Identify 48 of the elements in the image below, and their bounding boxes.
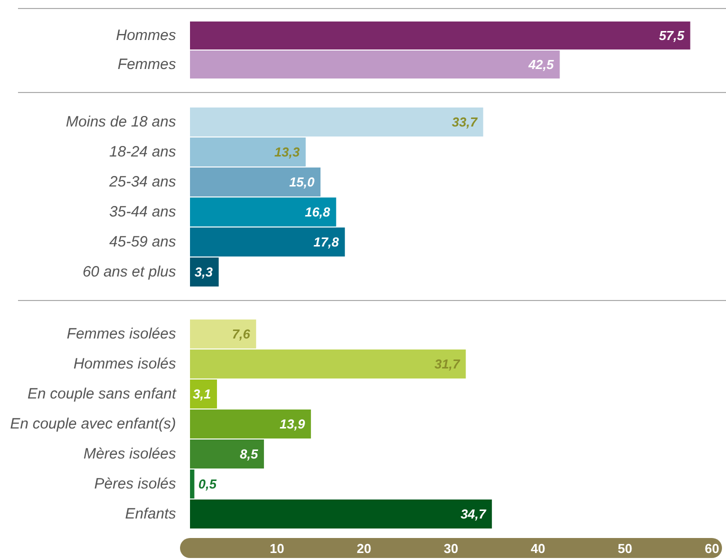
- bar: [190, 440, 264, 468]
- x-tick-label: 60: [704, 541, 720, 556]
- x-tick-label: 30: [444, 541, 458, 556]
- data-label: 13,9: [280, 416, 306, 432]
- y-tick-label: Hommes isolés: [73, 356, 176, 372]
- x-tick-label: 20: [356, 541, 372, 556]
- bar: [190, 138, 306, 166]
- data-label: 7,6: [232, 326, 251, 342]
- bar: [190, 228, 345, 256]
- data-label: 57,5: [658, 28, 686, 43]
- x-tick-label: 10: [270, 541, 284, 556]
- y-tick-label: En couple sans enfant: [28, 386, 177, 402]
- bar: [190, 168, 320, 196]
- y-tick-label: Hommes: [116, 27, 176, 44]
- x-tick-label: 40: [530, 541, 546, 556]
- y-tick-label: 25-34 ans: [108, 174, 176, 190]
- data-label: 42,5: [527, 57, 555, 72]
- bar: [190, 470, 194, 498]
- data-label: 31,7: [434, 356, 461, 372]
- bar: [190, 350, 466, 378]
- data-label: 16,8: [304, 204, 331, 220]
- bar: [190, 500, 492, 528]
- bar: [190, 320, 256, 348]
- bar: [190, 108, 484, 136]
- bar: [190, 198, 336, 226]
- y-tick-label: Femmes isolées: [66, 326, 176, 342]
- data-label: 3,1: [192, 386, 211, 402]
- y-tick-label: Enfants: [125, 506, 176, 522]
- y-tick-label: En couple avec enfant(s): [10, 416, 176, 432]
- y-tick-label: Pères isolés: [94, 476, 176, 492]
- y-tick-label: 60 ans et plus: [82, 264, 176, 280]
- data-label: 3,3: [194, 264, 214, 280]
- data-label: 13,3: [274, 144, 300, 160]
- x-tick-label: 50: [618, 541, 632, 556]
- data-label: 8,5: [240, 446, 259, 462]
- y-tick-label: 18-24 ans: [109, 144, 176, 160]
- data-label: 34,7: [460, 506, 487, 522]
- data-label: 0,5: [198, 476, 218, 492]
- bar: [190, 410, 311, 438]
- y-tick-label: Femmes: [118, 56, 176, 73]
- y-tick-label: Mères isolées: [83, 446, 176, 462]
- y-tick-label: 35-44 ans: [109, 204, 176, 220]
- data-label: 33,7: [452, 114, 478, 130]
- data-label: 17,8: [314, 234, 340, 250]
- y-tick-label: 45-59 ans: [109, 234, 176, 250]
- bar: [190, 380, 217, 408]
- y-tick-label: Moins de 18 ans: [66, 114, 176, 130]
- data-label: 15,0: [289, 174, 316, 190]
